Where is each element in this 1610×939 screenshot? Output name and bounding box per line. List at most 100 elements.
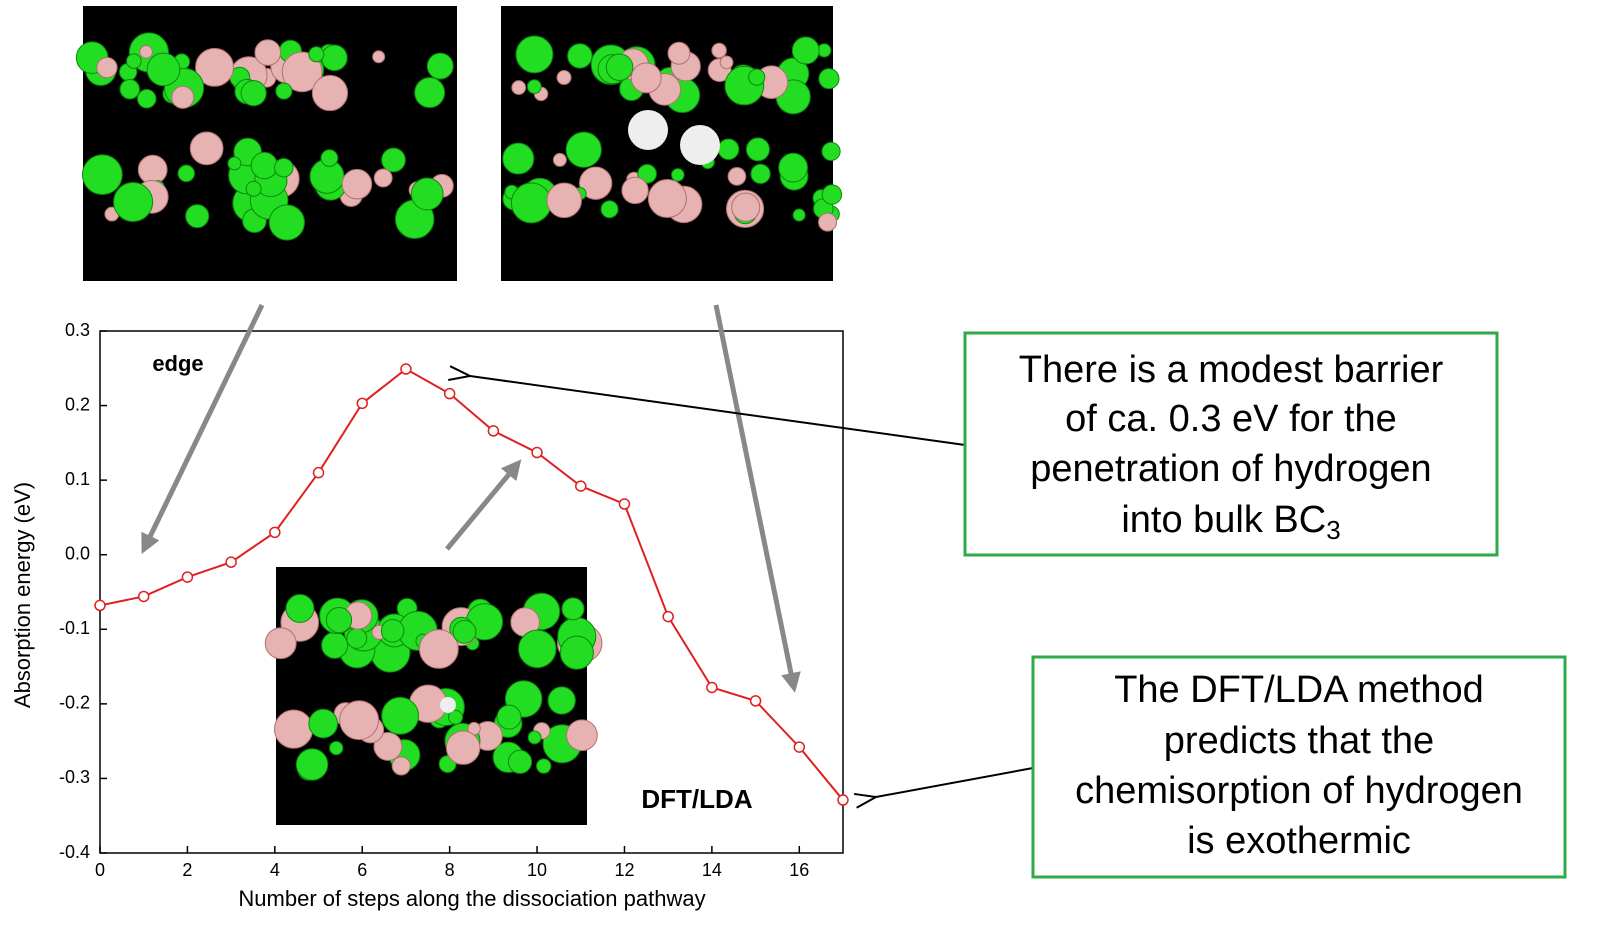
- atom: [822, 185, 841, 204]
- atom: [411, 178, 443, 210]
- x-tick-label: 16: [789, 860, 809, 880]
- arrow: [447, 467, 515, 549]
- marker: [357, 398, 367, 408]
- x-tick-label: 12: [614, 860, 634, 880]
- marker: [576, 481, 586, 491]
- y-tick-label: -0.2: [59, 693, 90, 713]
- marker: [445, 389, 455, 399]
- atom: [276, 83, 292, 99]
- atom: [567, 720, 598, 751]
- atom: [631, 63, 661, 93]
- note-text: predicts that the: [1164, 720, 1434, 762]
- x-tick-label: 0: [95, 860, 105, 880]
- atom: [427, 53, 453, 79]
- y-axis-label: Absorption energy (eV): [10, 482, 35, 708]
- atom: [749, 69, 765, 85]
- atom: [275, 158, 293, 176]
- atom: [312, 75, 347, 110]
- atom: [792, 37, 819, 64]
- atom: [822, 142, 840, 160]
- marker: [314, 468, 324, 478]
- atom: [793, 209, 805, 221]
- atom: [680, 125, 720, 165]
- atom: [712, 43, 727, 58]
- marker: [270, 527, 280, 537]
- atom: [446, 731, 479, 764]
- atom: [190, 132, 223, 165]
- x-tick-label: 4: [270, 860, 280, 880]
- arrow: [470, 376, 965, 445]
- subscript: 3: [1326, 515, 1340, 545]
- y-tick-label: -0.1: [59, 618, 90, 638]
- atom: [528, 731, 541, 744]
- atom: [296, 749, 327, 780]
- note-line: There is a modest barrier: [1019, 349, 1444, 391]
- atom: [326, 607, 351, 632]
- atom: [186, 205, 209, 228]
- y-tick-label: -0.4: [59, 842, 90, 862]
- atom: [751, 164, 770, 183]
- atom: [147, 53, 180, 86]
- atom: [255, 40, 281, 66]
- atom: [672, 169, 685, 182]
- atom: [82, 155, 122, 195]
- x-axis-label: Number of steps along the dissociation p…: [238, 886, 705, 911]
- arrow: [146, 305, 262, 545]
- atom: [560, 636, 593, 669]
- marker: [139, 591, 149, 601]
- atom: [322, 632, 348, 658]
- note-text: chemisorption of hydrogen: [1075, 770, 1523, 812]
- atom: [382, 697, 419, 734]
- atom: [342, 169, 372, 199]
- marker: [182, 572, 192, 582]
- atom: [137, 90, 156, 109]
- figure: edge Number of steps along the dissociat…: [0, 0, 1610, 939]
- atom: [274, 710, 312, 748]
- x-tick-label: 8: [445, 860, 455, 880]
- atom: [453, 620, 476, 643]
- atom: [622, 177, 648, 203]
- marker: [794, 742, 804, 752]
- atom: [548, 687, 575, 714]
- atom: [269, 205, 304, 240]
- atom: [419, 630, 458, 669]
- atom: [601, 201, 618, 218]
- x-tick-label: 6: [357, 860, 367, 880]
- atom: [720, 56, 733, 69]
- note-line: of ca. 0.3 eV for the: [1065, 398, 1397, 440]
- atom: [547, 183, 582, 218]
- y-tick-label: -0.3: [59, 767, 90, 787]
- x-tick-label: 2: [182, 860, 192, 880]
- atom: [648, 180, 686, 218]
- atom: [382, 148, 406, 172]
- atom: [321, 45, 347, 71]
- atom: [503, 143, 534, 174]
- annotation: edge: [152, 351, 203, 376]
- note-line: penetration of hydrogen: [1030, 448, 1431, 490]
- atom: [241, 81, 266, 106]
- atom: [347, 628, 367, 648]
- atom: [415, 78, 445, 108]
- atom: [309, 709, 338, 738]
- marker: [95, 600, 105, 610]
- atom: [440, 697, 456, 713]
- marker: [838, 795, 848, 805]
- note-line: chemisorption of hydrogen: [1075, 770, 1523, 812]
- note-text: of ca. 0.3 eV for the: [1065, 398, 1397, 440]
- note-text: penetration of hydrogen: [1030, 448, 1431, 490]
- atom: [374, 169, 392, 187]
- note-text: There is a modest barrier: [1019, 349, 1444, 391]
- atom: [392, 757, 410, 775]
- arrow: [716, 305, 793, 683]
- atom: [508, 750, 531, 773]
- marker: [532, 448, 542, 458]
- note-text: into bulk BC3: [1121, 499, 1340, 545]
- marker: [619, 499, 629, 509]
- atom: [566, 132, 601, 167]
- atom: [309, 47, 324, 62]
- annotation: DFT/LDA: [641, 784, 752, 814]
- atom: [553, 153, 566, 166]
- marker: [707, 682, 717, 692]
- marker: [488, 426, 498, 436]
- atom: [321, 150, 338, 167]
